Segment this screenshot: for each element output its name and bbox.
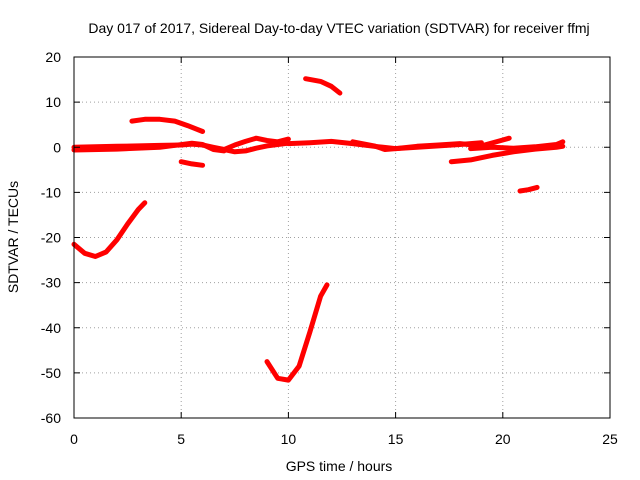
y-tick-label: -10 [41, 184, 61, 200]
y-tick-label: -50 [41, 365, 61, 381]
x-tick-label: 20 [495, 431, 511, 447]
series-line-12 [468, 139, 566, 152]
y-tick-label: -30 [41, 275, 61, 291]
y-tick-label: -60 [41, 410, 61, 426]
series-line-2 [129, 116, 206, 134]
series-line-7 [264, 282, 330, 383]
series-line-13 [517, 184, 540, 194]
series-line-1 [71, 200, 148, 259]
series-layer [71, 76, 566, 383]
y-tick-label: 20 [45, 49, 61, 65]
series-line-3 [178, 159, 206, 168]
y-tick-label: 0 [53, 139, 61, 155]
series-line-5 [71, 140, 227, 154]
chart-title: Day 017 of 2017, Sidereal Day-to-day VTE… [88, 20, 589, 36]
x-tick-label: 0 [70, 431, 78, 447]
series-line-10 [350, 139, 484, 152]
y-tick-labels: -60 -50 -40 -30 -20 -10 0 10 20 [41, 49, 61, 426]
x-tick-label: 25 [602, 431, 618, 447]
x-tick-label: 15 [388, 431, 404, 447]
series-line-6 [221, 135, 291, 152]
y-tick-label: -40 [41, 320, 61, 336]
x-axis-label: GPS time / hours [286, 458, 393, 474]
x-tick-label: 5 [177, 431, 185, 447]
axis-ticks [73, 56, 611, 419]
y-tick-label: 10 [45, 94, 61, 110]
series-line-8 [303, 76, 343, 96]
y-tick-label: -20 [41, 230, 61, 246]
series-line-11 [448, 143, 566, 165]
x-tick-labels: 0 5 10 15 20 25 [70, 431, 618, 447]
grid-lines [74, 57, 610, 418]
x-tick-label: 10 [281, 431, 297, 447]
y-axis-label: SDTVAR / TECUs [5, 181, 21, 293]
